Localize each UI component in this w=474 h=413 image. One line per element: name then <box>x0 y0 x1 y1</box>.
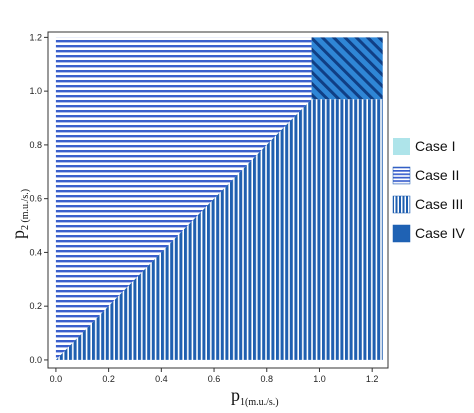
legend-swatch <box>392 195 411 214</box>
x-tick-label: 0.2 <box>102 374 115 384</box>
x-tick-label: 0.8 <box>261 374 274 384</box>
y-tick-label: 1.0 <box>29 86 42 96</box>
legend-item: Case II <box>392 166 459 185</box>
legend-label: Case III <box>415 196 463 212</box>
y-tick-label: 0.2 <box>29 301 42 311</box>
legend-item: Case I <box>393 138 455 155</box>
y-tick-label: 0.6 <box>29 194 42 204</box>
legend-label: Case I <box>415 138 455 154</box>
legend-label: Case II <box>415 167 459 183</box>
plot-frame <box>47 31 389 369</box>
y-tick-label: 1.2 <box>29 32 42 42</box>
region-case-iv <box>311 37 383 100</box>
x-tick-label: 0.6 <box>208 374 221 384</box>
y-axis-label: p2 (m.u./s.) <box>8 189 31 239</box>
legend: Case I Case II Case III Case IV <box>392 138 465 243</box>
legend-item: Case III <box>392 195 463 214</box>
legend-label: Case IV <box>415 225 465 241</box>
y-tick-label: 0.8 <box>29 140 42 150</box>
legend-swatch <box>392 166 411 185</box>
region-case-iii <box>55 99 383 360</box>
x-tick-label: 1.0 <box>313 374 326 384</box>
x-tick-label: 0.0 <box>50 374 63 384</box>
region-case-ii <box>55 37 312 360</box>
ticks-layer: 0.0 0.2 0.4 0.6 0.8 1.0 1.2 0.0 0.2 0.4 0.6 0.8 1.0 1… <box>29 32 378 384</box>
x-axis-label: p1(m.u./s.) <box>231 385 279 408</box>
y-tick-label: 0.4 <box>29 247 42 257</box>
legend-item: Case IV <box>392 224 465 243</box>
legend-swatch <box>393 138 410 155</box>
x-tick-label: 0.4 <box>155 374 168 384</box>
y-tick-label: 0.0 <box>29 355 42 365</box>
x-tick-label: 1.2 <box>366 374 379 384</box>
legend-swatch <box>392 224 411 243</box>
regions-layer <box>55 37 383 360</box>
